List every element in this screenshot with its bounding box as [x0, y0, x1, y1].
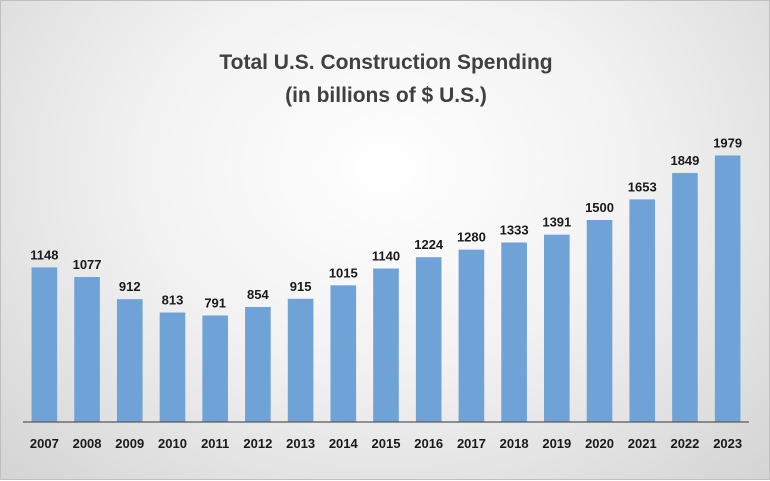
- x-tick-label-2013: 2013: [286, 436, 315, 451]
- bar-2020: [586, 220, 613, 422]
- data-label-2015: 1140: [372, 248, 400, 263]
- bar-2010: [159, 312, 186, 422]
- x-tick-labels-group: 2007 2008 2009 2010 2011 2012 2013 2014 2015 2016…: [30, 436, 742, 451]
- x-tick-label-2021: 2021: [628, 436, 657, 451]
- x-tick-label-2017: 2017: [457, 436, 486, 451]
- bar-2023: [714, 155, 741, 423]
- bar-2018: [501, 242, 527, 422]
- bar-2014: [330, 285, 357, 422]
- data-label-2017: 1280: [457, 230, 486, 245]
- bar-2008: [74, 276, 100, 422]
- data-label-2013: 915: [290, 279, 312, 294]
- data-label-2020: 1500: [585, 200, 614, 215]
- bar-2013: [287, 298, 314, 422]
- chart-title-line-2: (in billions of $ U.S.): [285, 84, 487, 107]
- x-tick-label-2011: 2011: [201, 436, 229, 451]
- bar-2011: [202, 315, 228, 422]
- bar-2009: [116, 299, 143, 422]
- bar-2022: [672, 173, 698, 422]
- data-label-2007: 1148: [30, 247, 58, 262]
- x-tick-label-2008: 2008: [73, 436, 102, 451]
- x-tick-label-2009: 2009: [115, 436, 144, 451]
- bar-2007: [31, 267, 58, 422]
- data-label-2021: 1653: [628, 179, 657, 194]
- data-labels-group: 1148 1077 912 813 791 854 915 1015 1140 1224 1280 1…: [30, 135, 742, 310]
- data-label-2016: 1224: [414, 237, 444, 252]
- x-tick-label-2010: 2010: [158, 436, 187, 451]
- x-tick-label-2023: 2023: [713, 436, 742, 451]
- data-label-2019: 1391: [542, 215, 571, 230]
- x-tick-label-2018: 2018: [500, 436, 529, 451]
- data-label-2011: 791: [204, 295, 226, 310]
- x-tick-label-2016: 2016: [414, 436, 443, 451]
- bar-2016: [415, 257, 442, 422]
- x-tick-label-2019: 2019: [542, 436, 571, 451]
- data-label-2009: 912: [119, 279, 141, 294]
- bar-2021: [629, 199, 656, 422]
- x-tick-label-2015: 2015: [372, 436, 401, 451]
- data-label-2008: 1077: [73, 257, 102, 272]
- bars-group: [31, 155, 741, 423]
- data-label-2012: 854: [247, 287, 269, 302]
- data-label-2014: 1015: [329, 265, 358, 280]
- bar-2017: [458, 249, 485, 422]
- x-tick-label-2012: 2012: [243, 436, 272, 451]
- bar-2015: [373, 268, 399, 422]
- chart-title-line-1: Total U.S. Construction Spending: [219, 51, 552, 74]
- x-tick-label-2020: 2020: [585, 436, 614, 451]
- x-tick-label-2022: 2022: [670, 436, 699, 451]
- data-label-2023: 1979: [713, 135, 742, 150]
- x-tick-label-2014: 2014: [329, 436, 359, 451]
- bar-2012: [245, 306, 271, 422]
- data-label-2018: 1333: [500, 222, 529, 237]
- data-label-2022: 1849: [670, 153, 699, 168]
- x-tick-label-2007: 2007: [30, 436, 59, 451]
- bar-2019: [544, 234, 570, 422]
- data-label-2010: 813: [162, 293, 184, 308]
